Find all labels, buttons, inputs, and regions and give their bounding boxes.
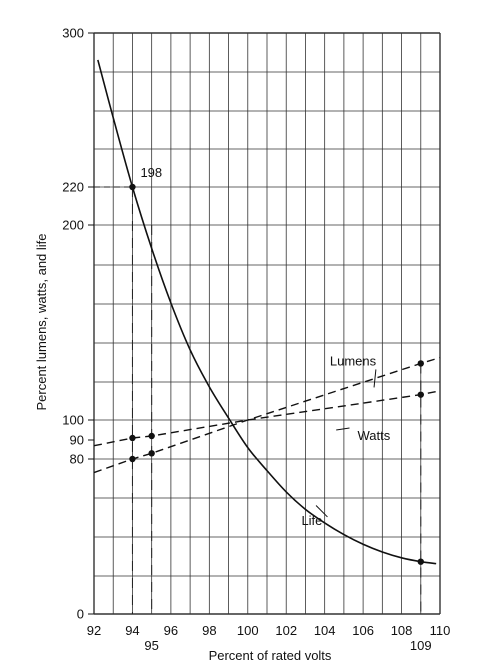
data-point	[148, 450, 155, 457]
y-tick-label: 300	[62, 26, 84, 41]
x-axis-label: Percent of rated volts	[209, 648, 332, 663]
x-tick-label: 102	[275, 623, 297, 638]
data-point	[417, 391, 424, 398]
y-tick-label: 80	[70, 452, 84, 467]
x-tick-label: 94	[125, 623, 139, 638]
x-tick-label: 96	[164, 623, 178, 638]
annotation-lumens: Lumens	[330, 353, 377, 368]
data-point	[129, 183, 136, 191]
tick-labels: 0 80 90 100 200 220 300 92 94 96 98 100 102 104 106 108…	[62, 26, 450, 654]
annotation-watts: Watts	[358, 428, 391, 443]
x-tick-label-extra: 95	[144, 638, 158, 653]
x-tick-label: 110	[430, 623, 451, 638]
data-markers	[129, 183, 424, 565]
annotation-life: Life	[301, 513, 322, 528]
x-tick-label: 108	[391, 623, 413, 638]
series	[93, 59, 441, 565]
series-life	[97, 59, 437, 565]
annotation-leader	[373, 369, 377, 388]
y-tick-label: 220	[62, 180, 84, 195]
x-tick-label: 104	[314, 623, 336, 638]
x-tick-label: 100	[237, 623, 259, 638]
annotation-198: 198	[140, 165, 162, 180]
data-point	[417, 360, 424, 367]
data-point	[129, 434, 136, 442]
y-tick-label: 100	[62, 413, 84, 428]
annotations: 198 Lumens Watts Life	[140, 165, 390, 528]
data-point	[148, 432, 155, 440]
guide-lines	[94, 186, 422, 614]
x-tick-label: 98	[202, 623, 216, 638]
data-point	[417, 558, 424, 565]
annotation-leader	[336, 427, 350, 431]
y-tick-label: 200	[62, 218, 84, 233]
x-tick-label: 106	[352, 623, 374, 638]
annotation-leader	[315, 505, 328, 518]
grid	[93, 32, 441, 615]
series-lumens	[93, 356, 441, 474]
x-tick-label-extra: 109	[410, 638, 432, 653]
y-tick-label: 90	[70, 433, 84, 448]
x-tick-label: 92	[87, 623, 101, 638]
data-point	[129, 455, 136, 463]
y-tick-label: 0	[77, 607, 84, 622]
series-watts	[93, 390, 441, 447]
y-axis-label: Percent lumens, watts, and life	[34, 233, 49, 410]
